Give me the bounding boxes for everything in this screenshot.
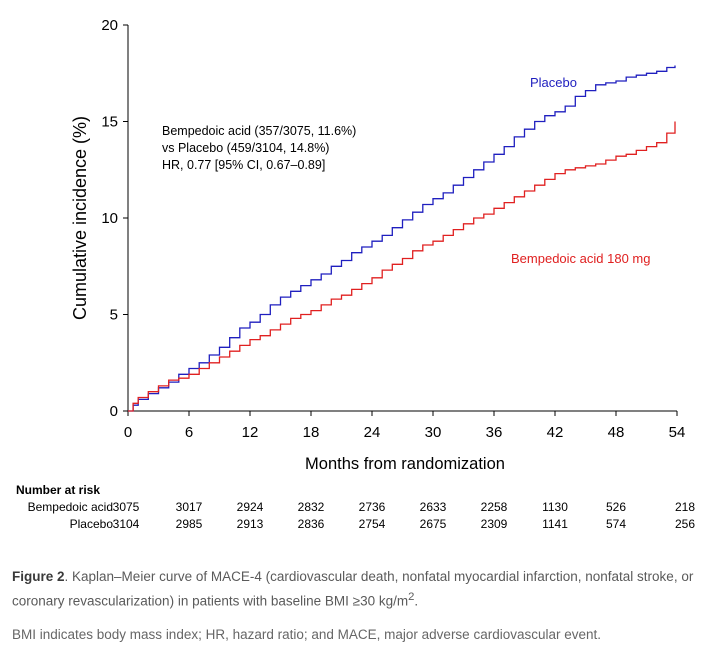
risk-cell: 2836: [297, 517, 325, 531]
y-tick-label: 10: [101, 210, 118, 227]
abbreviation-note: BMI indicates body mass index; HR, hazar…: [12, 627, 602, 642]
x-tick-label: 0: [124, 424, 132, 441]
x-axis-label: Months from randomization: [305, 455, 505, 473]
x-tick-label: 6: [185, 424, 193, 441]
risk-cell: 3104: [112, 517, 140, 531]
y-tick-label: 15: [101, 114, 118, 131]
placebo-curve: [128, 65, 676, 412]
risk-cell: 3075: [112, 500, 140, 514]
risk-row-placebo: Placebo 3104 2985 2913 2836 2754 2675 2309 1141…: [0, 517, 713, 533]
y-tick-label: 0: [110, 403, 118, 420]
x-tick-label: 42: [547, 424, 564, 441]
annotation-line-2: vs Placebo (459/3104, 14.8%): [162, 141, 329, 155]
risk-cell: 2258: [480, 500, 508, 514]
annotation-line-1: Bempedoic acid (357/3075, 11.6%): [162, 124, 356, 138]
x-tick-label: 30: [425, 424, 442, 441]
figure-caption: Figure 2. Kaplan–Meier curve of MACE-4 (…: [12, 566, 702, 612]
risk-cell: 574: [605, 517, 627, 531]
risk-cell: 2754: [358, 517, 386, 531]
bempedoic-curve: [128, 121, 676, 412]
risk-cell: 2736: [358, 500, 386, 514]
risk-table-title: Number at risk: [16, 483, 101, 497]
figure-label: Figure 2: [12, 569, 65, 584]
x-tick-label: 12: [242, 424, 259, 441]
x-tick-label: 54: [669, 424, 686, 441]
x-tick-label: 24: [364, 424, 381, 441]
risk-cell: 526: [605, 500, 627, 514]
risk-row-label: Bempedoic acid: [27, 500, 113, 514]
risk-cell: 2832: [297, 500, 325, 514]
risk-cell: 2913: [236, 517, 264, 531]
risk-cell: 1130: [542, 500, 568, 514]
risk-row-bempedoic: Bempedoic acid 3075 3017 2924 2832 2736 2633 2…: [0, 500, 713, 516]
risk-cell: 218: [674, 500, 696, 514]
risk-cell: 2924: [236, 500, 264, 514]
risk-cell: 2633: [419, 500, 447, 514]
caption-end: .: [414, 593, 419, 609]
risk-cell: 3017: [175, 500, 203, 514]
caption-superscript: 2: [408, 591, 415, 603]
x-tick-label: 18: [303, 424, 320, 441]
bempedoic-series-label: Bempedoic acid 180 mg: [511, 251, 650, 266]
caption-text: . Kaplan–Meier curve of MACE-4 (cardiova…: [12, 569, 694, 609]
x-tick-label: 48: [608, 424, 625, 441]
risk-cell: 256: [674, 517, 696, 531]
risk-cell: 1141: [542, 517, 568, 531]
km-chart: 0 5 10 15 20 0 6 12 18 24 30 36 42 48 54 Cumulative in…: [70, 17, 686, 473]
y-axis-label: Cumulative incidence (%): [70, 116, 90, 320]
y-tick-label: 20: [101, 17, 118, 34]
risk-cell: 2309: [480, 517, 508, 531]
x-tick-label: 36: [486, 424, 503, 441]
risk-cell: 2985: [175, 517, 203, 531]
risk-cell: 2675: [419, 517, 447, 531]
annotation-line-3: HR, 0.77 [95% CI, 0.67–0.89]: [162, 158, 325, 172]
placebo-series-label: Placebo: [530, 75, 577, 90]
y-tick-label: 5: [110, 307, 118, 324]
risk-row-label: Placebo: [69, 517, 113, 531]
